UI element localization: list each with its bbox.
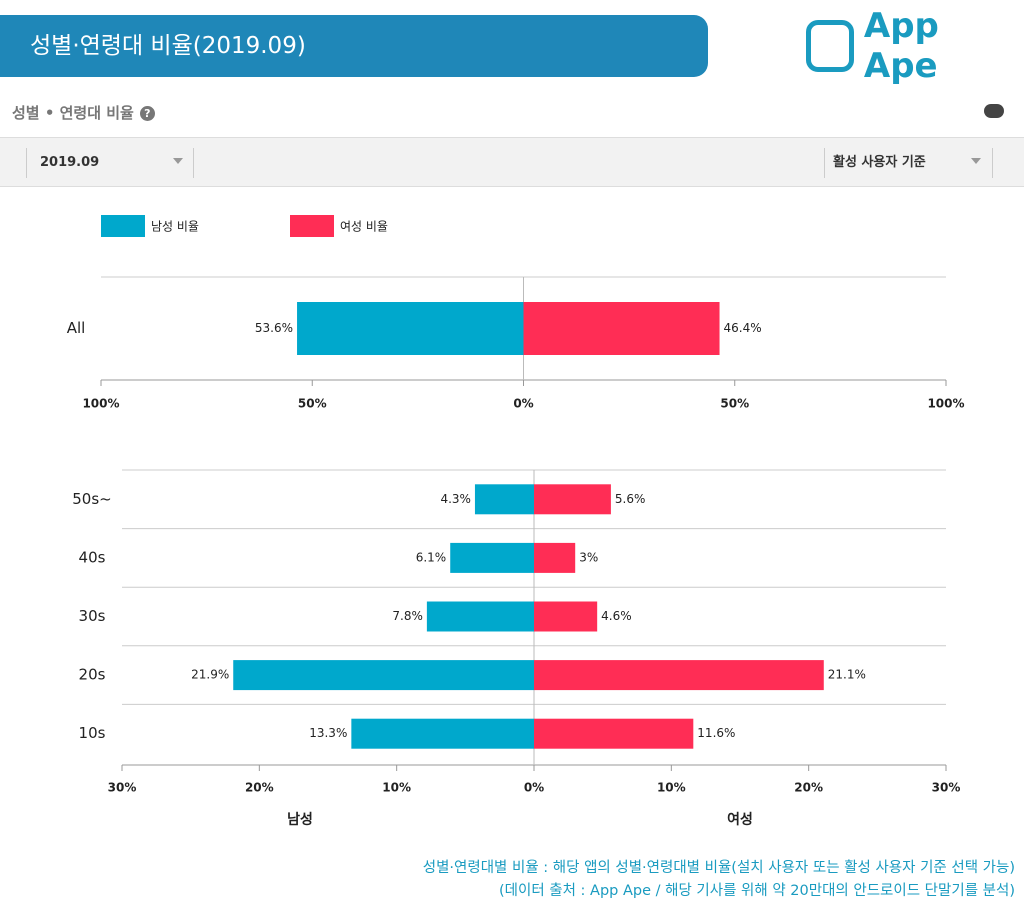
bar — [523, 302, 720, 355]
bar — [351, 718, 534, 749]
value-label: 5.6% — [615, 492, 646, 506]
bar — [474, 484, 534, 515]
x-tick-label: 50% — [720, 397, 749, 411]
value-label: 6.1% — [416, 550, 447, 564]
x-tick-label: 30% — [932, 781, 961, 795]
value-label: 13.3% — [309, 726, 347, 740]
x-axis-label: 남성 — [287, 811, 313, 828]
legend-label: 남성 비율 — [151, 220, 199, 234]
bar — [534, 718, 694, 749]
category-label: 20s — [79, 666, 106, 684]
x-tick-label: 0% — [524, 781, 544, 795]
separator — [824, 148, 825, 178]
category-label: 40s — [79, 548, 106, 566]
x-tick-label: 0% — [513, 397, 533, 411]
x-tick-label: 20% — [245, 781, 274, 795]
dropdown-arrow — [971, 158, 981, 164]
x-tick-label: 20% — [794, 781, 823, 795]
separator — [992, 148, 993, 178]
logo: App Ape — [806, 6, 1024, 86]
x-tick-label: 100% — [927, 397, 964, 411]
footnote: 성별·연령대별 비율 : 해당 앱의 성별·연령대별 비율(설치 사용자 또는 … — [422, 860, 1015, 876]
x-axis-label: 여성 — [727, 811, 753, 828]
category-label: 50s~ — [72, 490, 111, 508]
value-label: 21.9% — [191, 668, 229, 682]
period-dropdown[interactable]: 2019.09 — [40, 155, 100, 170]
bar — [233, 660, 535, 691]
bar — [534, 542, 576, 573]
separator — [193, 148, 194, 178]
legend-swatch — [101, 215, 145, 237]
value-label: 21.1% — [828, 668, 866, 682]
panel-title: 성별 • 연령대 비율? — [12, 102, 155, 123]
basis-dropdown[interactable]: 활성 사용자 기준 — [833, 155, 926, 170]
value-label: 4.6% — [601, 609, 632, 623]
value-label: 11.6% — [697, 726, 735, 740]
value-label: 3% — [579, 550, 598, 564]
logo-icon — [806, 20, 854, 72]
help-icon[interactable]: ? — [139, 106, 155, 121]
bar — [426, 601, 534, 632]
x-tick-label: 30% — [108, 781, 137, 795]
value-label: 7.8% — [392, 609, 423, 623]
category-label: All — [67, 319, 86, 337]
category-label: 30s — [79, 607, 106, 625]
x-tick-label: 100% — [82, 397, 119, 411]
footnote: (데이터 출처 : App Ape / 해당 기사를 위해 약 20만대의 안드… — [498, 883, 1015, 899]
header-title: 성별·연령대 비율(2019.09) — [0, 15, 708, 77]
bar — [450, 542, 534, 573]
separator — [26, 148, 27, 178]
x-tick-label: 50% — [298, 397, 327, 411]
bar — [297, 302, 524, 355]
value-label: 53.6% — [255, 321, 293, 335]
category-label: 10s — [79, 724, 106, 742]
dropdown-arrow — [173, 158, 183, 164]
legend-label: 여성 비율 — [340, 220, 388, 234]
x-tick-label: 10% — [382, 781, 411, 795]
bar — [534, 660, 824, 691]
toolbar: 2019.09 활성 사용자 기준 — [0, 137, 1024, 187]
logo-text: App Ape — [863, 6, 939, 86]
bar — [534, 601, 598, 632]
value-label: 4.3% — [440, 492, 471, 506]
legend-swatch — [290, 215, 334, 237]
panel-title-text: 성별 • 연령대 비율 — [12, 104, 134, 122]
x-tick-label: 10% — [657, 781, 686, 795]
value-label: 46.4% — [724, 321, 762, 335]
bar — [534, 484, 611, 515]
download-icon[interactable] — [984, 104, 1004, 118]
